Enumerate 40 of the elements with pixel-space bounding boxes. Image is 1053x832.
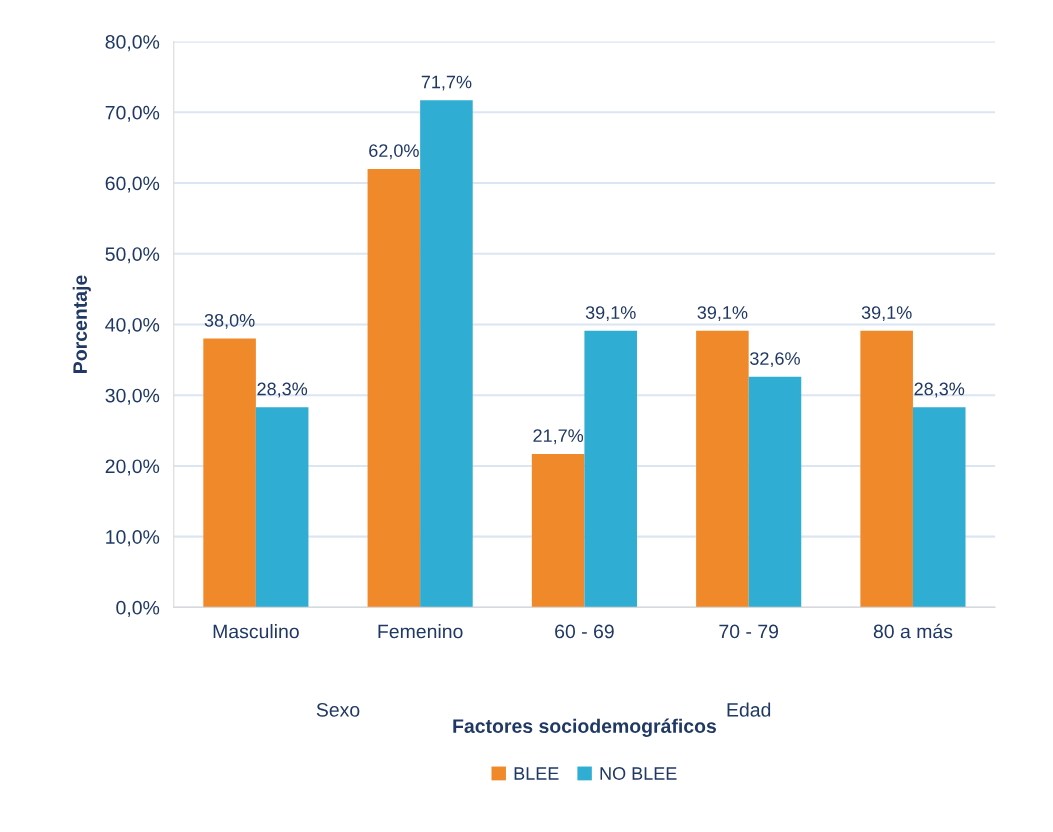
bar (860, 330, 913, 608)
legend-label: NO BLEE (600, 767, 677, 780)
bar (367, 168, 421, 608)
data-label: 39,1% (861, 306, 912, 322)
data-label: 71,7% (421, 75, 472, 91)
bar (203, 338, 256, 608)
bar (420, 100, 473, 608)
bar (584, 330, 637, 608)
y-axis-title: Porcentaje (72, 275, 91, 373)
bar (912, 407, 966, 608)
bar (748, 376, 802, 608)
y-tick-label: 70,0% (105, 105, 160, 122)
data-label: 32,6% (750, 352, 800, 368)
bar (531, 453, 585, 608)
y-tick-label: 10,0% (106, 530, 160, 547)
bar (696, 330, 749, 608)
x-tick-label: Masculino (213, 624, 299, 639)
data-label: 21,7% (533, 429, 584, 445)
data-label: 28,3% (914, 382, 965, 398)
y-tick-label: 0,0% (116, 600, 160, 617)
data-label: 62,0% (369, 144, 419, 160)
data-label: 38,0% (204, 313, 255, 329)
data-label: 39,1% (585, 306, 636, 322)
x-tick-label: 70 - 79 (719, 624, 779, 639)
y-tick-label: 60,0% (105, 176, 160, 193)
data-label: 28,3% (257, 382, 308, 398)
x-tick-label: Femenino (378, 624, 463, 639)
y-tick-label: 80,0% (105, 35, 160, 52)
text: Edad (727, 702, 771, 717)
y-tick-label: 40,0% (105, 317, 160, 335)
data-label: 39,1% (697, 306, 748, 322)
x-axis-title: Factores sociodemográficos (453, 718, 716, 737)
bar (255, 407, 309, 608)
x-tick-label: 80 a más (873, 623, 953, 639)
y-tick-label: 30,0% (105, 388, 160, 405)
x-tick-label: 60 - 69 (555, 624, 614, 639)
text: Sexo (316, 702, 360, 717)
y-tick-label: 50,0% (105, 247, 160, 264)
legend-label: BLEE (514, 767, 559, 780)
y-tick-label: 20,0% (105, 459, 160, 476)
